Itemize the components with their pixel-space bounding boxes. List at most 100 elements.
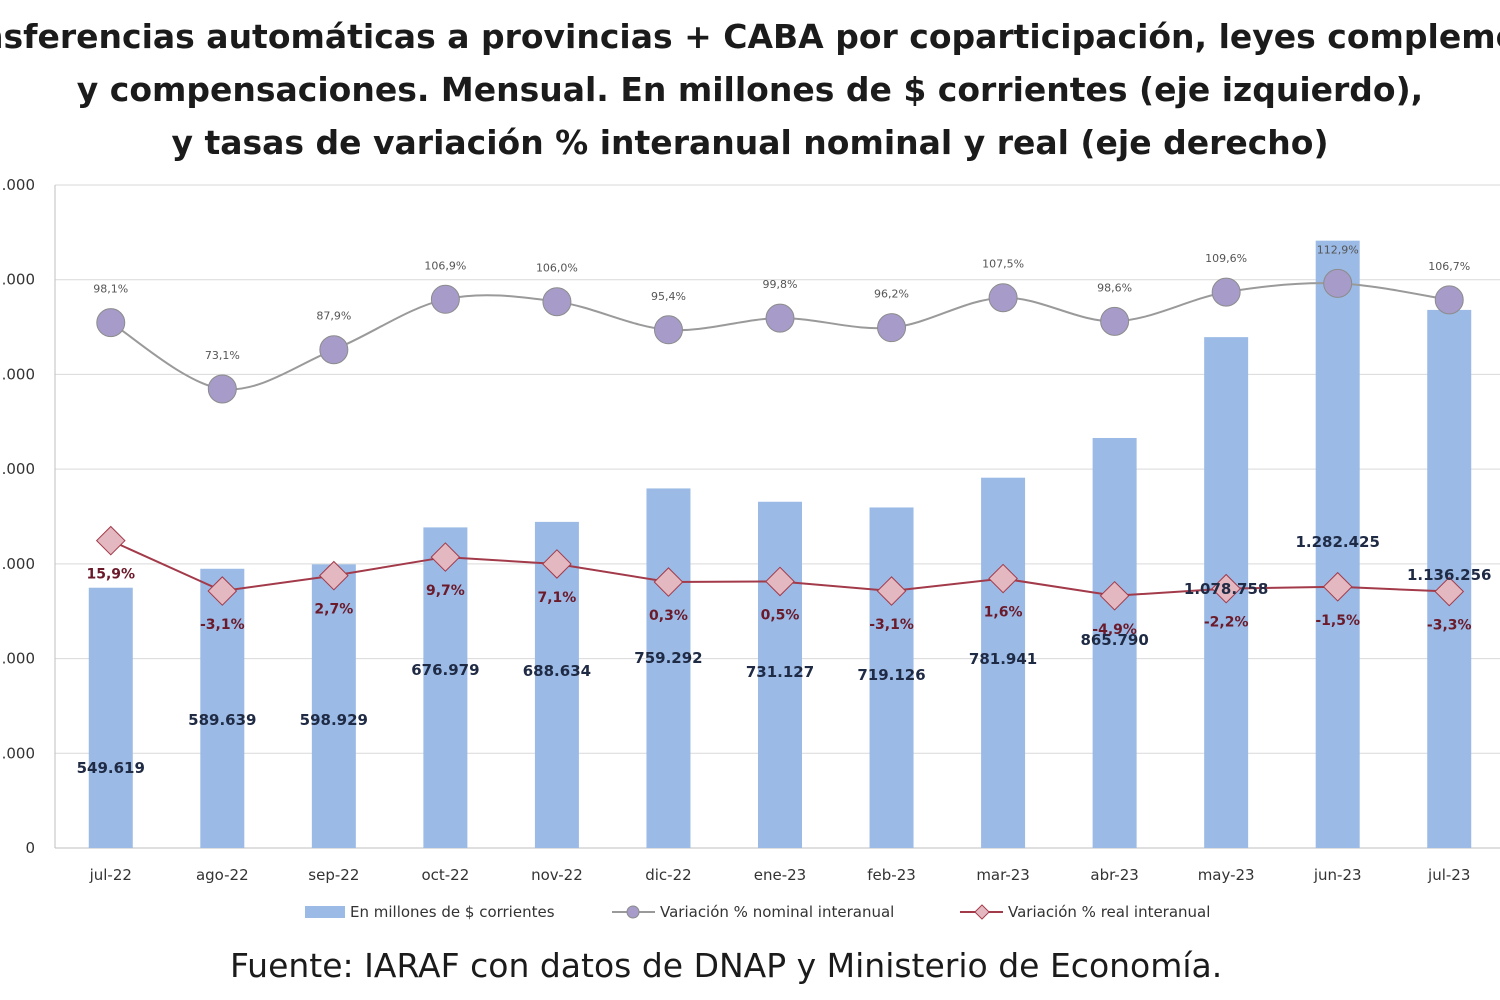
nominal-value-label: 106,9% xyxy=(424,259,466,272)
nominal-point xyxy=(542,287,572,317)
bar xyxy=(981,477,1026,848)
nominal-point xyxy=(765,303,795,333)
bar xyxy=(200,568,245,848)
nominal-value-label: 112,9% xyxy=(1317,243,1359,256)
nominal-point xyxy=(1323,268,1353,298)
real-value-label: -1,5% xyxy=(1315,613,1360,629)
bar xyxy=(758,501,802,848)
x-tick-label: ago-22 xyxy=(196,866,249,884)
bar-value-label: 1.136.256 xyxy=(1407,566,1491,584)
x-tick-label: abr-23 xyxy=(1090,866,1138,884)
x-tick-label: ene-23 xyxy=(754,866,806,884)
legend-swatch-nominal-marker xyxy=(626,905,640,919)
bar xyxy=(869,507,914,848)
nominal-point xyxy=(430,284,460,314)
bar-value-label: 719.126 xyxy=(857,666,925,684)
nominal-point xyxy=(1100,306,1130,336)
bar xyxy=(1315,240,1360,848)
real-value-label: 0,5% xyxy=(761,607,800,623)
legend-label-nominal: Variación % nominal interanual xyxy=(660,903,894,921)
y-tick-label: .000 xyxy=(2,744,35,762)
nominal-value-label: 95,4% xyxy=(651,290,686,303)
nominal-value-label: 99,8% xyxy=(763,278,798,291)
legend-swatch-bars xyxy=(305,906,345,918)
nominal-point xyxy=(877,313,907,343)
real-point xyxy=(207,576,238,606)
chart-title: nsferencias automáticas a provincias + C… xyxy=(0,10,1500,169)
bar xyxy=(646,488,691,848)
real-value-label: 9,7% xyxy=(426,583,465,599)
real-value-label: 2,7% xyxy=(314,602,353,618)
nominal-point xyxy=(1434,285,1464,315)
nominal-point xyxy=(207,374,237,404)
y-tick-label: .000 xyxy=(2,555,35,573)
real-point xyxy=(765,566,795,597)
bar-value-label: 1.282.425 xyxy=(1295,533,1379,551)
nominal-series-line xyxy=(110,282,1450,391)
bar-value-label: 688.634 xyxy=(523,662,591,680)
real-value-label: 0,3% xyxy=(649,608,688,624)
real-value-label: -3,3% xyxy=(1427,618,1472,634)
x-tick-label: jun-23 xyxy=(1313,866,1362,884)
title-line-2: y compensaciones. Mensual. En millones d… xyxy=(76,70,1424,109)
bar xyxy=(1092,437,1137,848)
bar-value-label: 598.929 xyxy=(300,711,368,729)
real-point xyxy=(1434,576,1465,607)
y-tick-label: 0 xyxy=(25,839,35,857)
x-tick-label: may-23 xyxy=(1198,866,1255,884)
bar-value-label: 676.979 xyxy=(411,661,479,679)
y-tick-label: .000 xyxy=(2,271,35,289)
bar xyxy=(311,564,356,848)
title-line-1: nsferencias automáticas a provincias + C… xyxy=(0,17,1500,56)
bar-value-label: 549.619 xyxy=(77,759,145,777)
nominal-point xyxy=(988,283,1018,313)
real-point xyxy=(95,525,126,556)
bar xyxy=(423,527,468,848)
bar-value-label: 589.639 xyxy=(188,711,256,729)
real-point xyxy=(988,563,1018,594)
real-point xyxy=(318,560,349,591)
real-point xyxy=(1322,571,1353,602)
y-tick-label: .000 xyxy=(2,460,35,478)
real-point xyxy=(430,542,461,572)
x-tick-label: sep-22 xyxy=(308,866,359,884)
real-value-label: 7,1% xyxy=(538,590,577,606)
real-point xyxy=(542,549,572,579)
bar-value-label: 1.078.758 xyxy=(1184,580,1268,598)
real-value-label: 1,6% xyxy=(984,605,1023,621)
x-tick-label: dic-22 xyxy=(645,866,691,884)
nominal-value-label: 106,7% xyxy=(1428,260,1470,273)
real-point xyxy=(653,567,684,597)
nominal-point xyxy=(319,335,349,365)
real-value-label: -3,1% xyxy=(869,617,914,633)
nominal-point xyxy=(1211,277,1241,307)
source-note: Fuente: IARAF con datos de DNAP y Minist… xyxy=(230,946,1223,985)
real-point xyxy=(1211,573,1242,604)
nominal-value-label: 73,1% xyxy=(205,349,240,362)
y-tick-label: .000 xyxy=(2,650,35,668)
nominal-value-label: 87,9% xyxy=(316,310,351,323)
x-tick-label: nov-22 xyxy=(531,866,583,884)
real-value-label: -4,9% xyxy=(1092,622,1137,638)
nominal-value-label: 107,5% xyxy=(982,258,1024,271)
bar-value-label: 781.941 xyxy=(969,650,1037,668)
bar-value-label: 759.292 xyxy=(634,649,702,667)
y-tick-label: .000 xyxy=(2,365,35,383)
legend-swatch-real-marker xyxy=(974,904,990,920)
chart: 0 .000 .000 .000 .000 .000 .000 .000 jul-22 ago-2… xyxy=(2,176,1500,921)
nominal-value-label: 98,6% xyxy=(1097,281,1132,294)
bar-value-label: 865.790 xyxy=(1080,631,1148,649)
real-point xyxy=(1099,580,1130,611)
bar xyxy=(88,587,133,848)
x-tick-label: mar-23 xyxy=(976,866,1030,884)
title-line-3: y tasas de variación % interanual nomina… xyxy=(171,123,1329,162)
bar-value-label: 731.127 xyxy=(746,663,814,681)
nominal-value-label: 98,1% xyxy=(93,283,128,296)
real-value-label: -2,2% xyxy=(1204,615,1249,631)
x-tick-label: jul-22 xyxy=(89,866,132,884)
nominal-value-label: 106,0% xyxy=(536,262,578,275)
legend-label-real: Variación % real interanual xyxy=(1008,903,1210,921)
nominal-point xyxy=(653,315,683,345)
nominal-value-label: 96,2% xyxy=(874,288,909,301)
x-tick-label: oct-22 xyxy=(421,866,469,884)
